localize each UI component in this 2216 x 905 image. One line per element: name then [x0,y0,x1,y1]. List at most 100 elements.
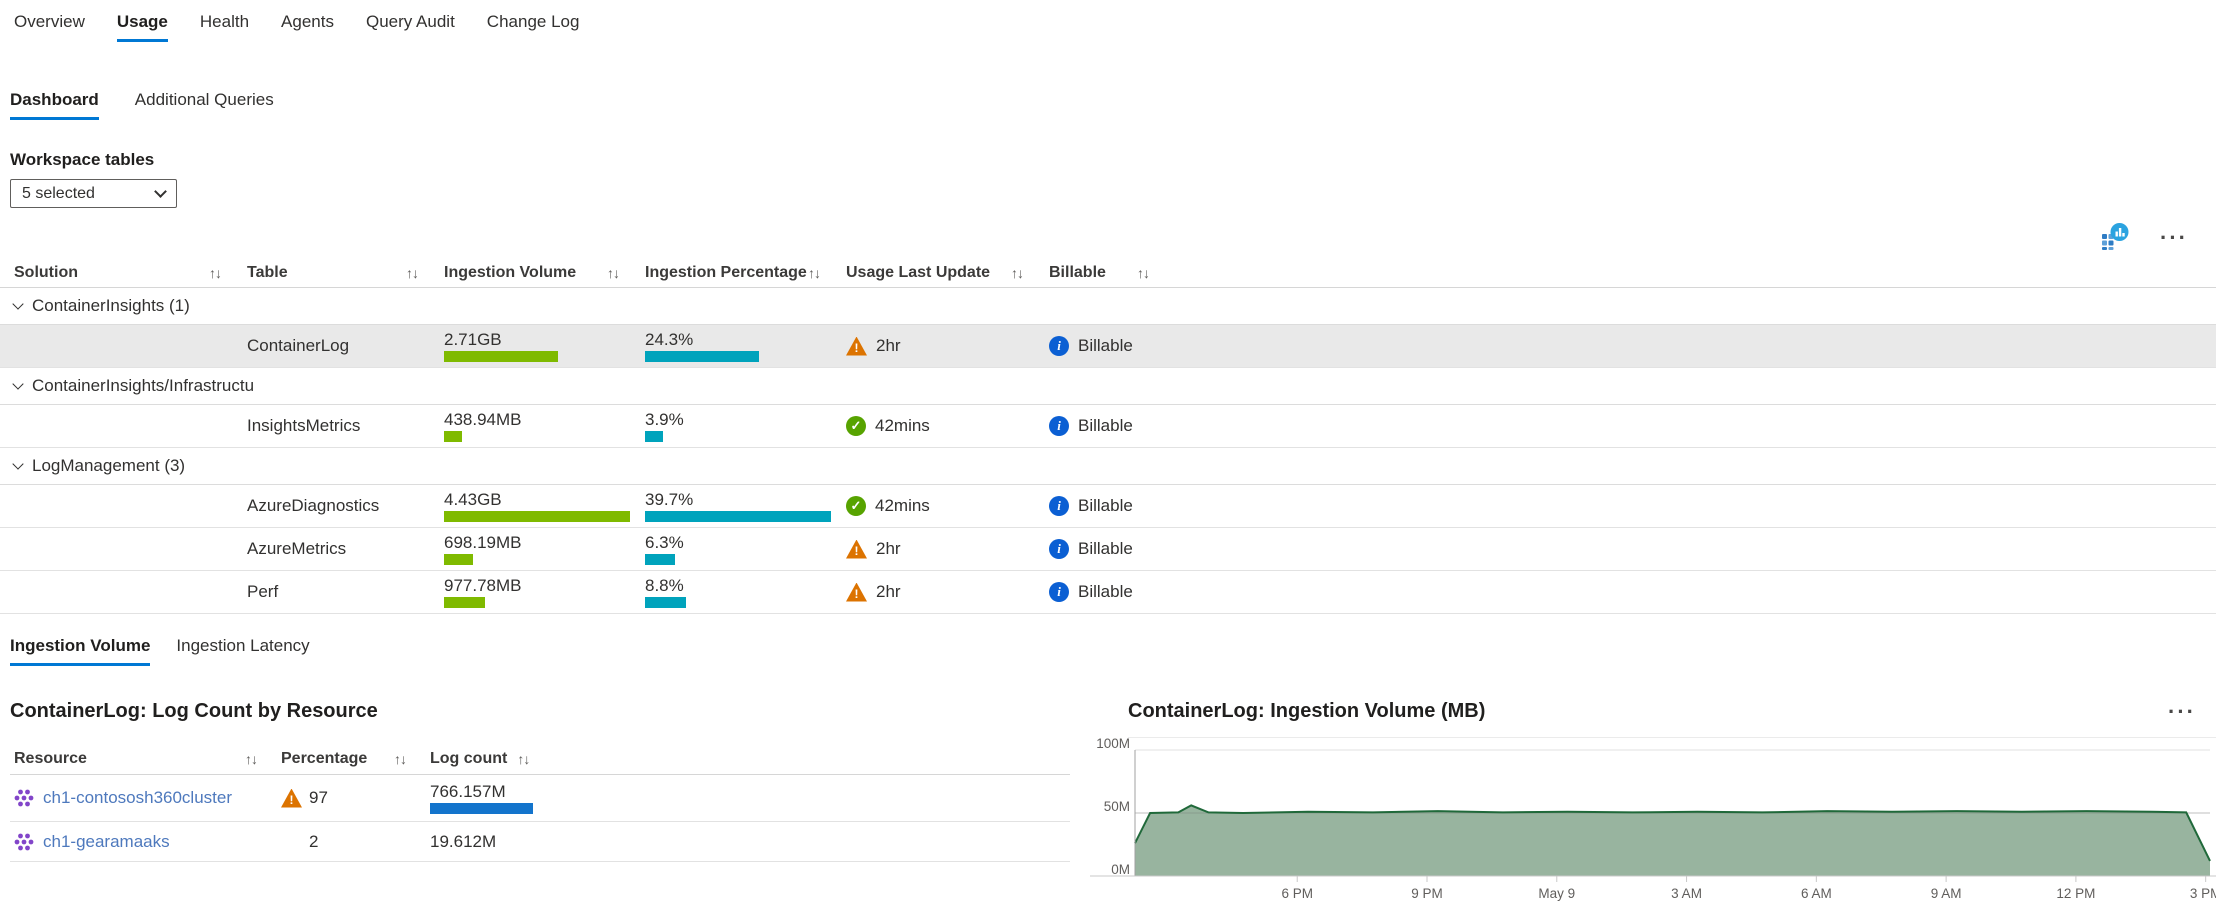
sub-tabs: Dashboard Additional Queries [0,90,2216,120]
group-row-containerinsights-infrastructu[interactable]: ContainerInsights/Infrastructu [0,368,2216,405]
table-name-cell: Perf [247,582,279,601]
log-count-bar [430,803,533,814]
usage-last-update-value: 42mins [875,416,930,435]
group-label: LogManagement (3) [32,456,186,475]
x-axis-label: 3 PM [2190,886,2216,901]
usage-last-update-value: 2hr [876,336,901,355]
resource-link[interactable]: ch1-gearamaaks [43,831,170,851]
column-header-ingestion-volume[interactable]: Ingestion Volume ↑↓ [444,264,645,282]
column-header-label: Table [247,263,288,281]
ingestion-percentage-value: 24.3% [645,330,694,349]
tab-ingestion-volume[interactable]: Ingestion Volume [10,636,151,666]
workspace-tables-dropdown[interactable]: 5 selected [10,179,177,208]
sort-icon: ↑↓ [808,264,821,281]
column-header-ingestion-percentage[interactable]: Ingestion Percentage ↑↓ [645,264,846,282]
more-options-button[interactable]: ··· [2160,225,2188,250]
billable-cell: i Billable [1049,582,1161,602]
sort-icon: ↑↓ [517,750,530,767]
ingestion-volume-bar [444,597,485,608]
workbook-chart-icon[interactable] [2100,221,2130,256]
usage-last-update-cell: ! 2hr [846,539,1049,559]
group-row-containerinsights-1-[interactable]: ContainerInsights (1) [0,288,2216,325]
ingestion-volume-value: 698.19MB [444,533,522,552]
workspace-tables-label: Workspace tables [10,150,155,169]
log-count-grid: Resource ↑↓ Percentage ↑↓ Log count ↑↓ ch1-con… [10,743,1070,862]
usage-by-table-grid: Solution ↑↓ Table ↑↓ Ingestion Volume ↑↓ Inges… [0,258,2216,614]
column-header-table[interactable]: Table ↑↓ [247,264,444,282]
ingestion-volume-cell: 4.43GB [444,490,645,522]
log-count-cell: 19.612M [430,832,1070,851]
usage-last-update-cell: ✓ 42mins [846,496,1049,516]
table-row[interactable]: ch1-gearamaaks 2 19.612M [10,822,1070,862]
column-header-label: Solution [14,263,78,281]
subtab-dashboard[interactable]: Dashboard [10,90,99,120]
column-header-label: Log count [430,749,508,767]
log-count-value: 19.612M [430,832,497,851]
tab-overview[interactable]: Overview [14,12,85,31]
table-row[interactable]: AzureMetrics 698.19MB 6.3%! 2hr i Billable [0,528,2216,571]
table-row[interactable]: ch1-contososh360cluster! 97 766.157M [10,775,1070,822]
ingestion-volume-cell: 438.94MB [444,410,645,442]
sort-icon: ↑↓ [245,750,258,767]
log-count-value: 766.157M [430,782,506,801]
ingestion-volume-value: 977.78MB [444,576,522,595]
usage-last-update-value: 42mins [875,496,930,515]
column-header-label: Ingestion Volume [444,263,577,281]
table-row[interactable]: InsightsMetrics 438.94MB 3.9% ✓ 42mins i Billa… [0,405,2216,448]
percentage-icon-slot: ! [281,788,302,808]
resource-cell: ch1-contososh360cluster [14,788,281,808]
ingestion-percentage-cell: 24.3% [645,330,846,362]
log-count-panel: ContainerLog: Log Count by Resource Reso… [0,700,1070,905]
tab-ingestion-latency[interactable]: Ingestion Latency [176,636,310,655]
chart-more-options-button[interactable]: ··· [2168,698,2196,724]
log-count-title: ContainerLog: Log Count by Resource [10,700,378,722]
column-header-label: Usage Last Update [846,263,991,281]
table-row[interactable]: ContainerLog 2.71GB 24.3%! 2hr i Billable [0,325,2216,368]
ingestion-tabs: Ingestion Volume Ingestion Latency [0,636,2216,666]
chart-title: ContainerLog: Ingestion Volume (MB) [1128,700,1486,722]
subtab-additional-queries[interactable]: Additional Queries [134,90,274,109]
column-header-label: Billable [1049,263,1106,281]
column-header-usage-last-update[interactable]: Usage Last Update ↑↓ [846,264,1049,282]
group-row-logmanagement-3-[interactable]: LogManagement (3) [0,448,2216,485]
resource-link[interactable]: ch1-contososh360cluster [43,788,233,807]
sort-icon: ↑↓ [1137,264,1150,281]
table-row[interactable]: AzureDiagnostics 4.43GB 39.7% ✓ 42mins i Billa… [0,485,2216,528]
area-series-fill [1135,805,2210,876]
billable-label: Billable [1078,582,1133,601]
info-billable-icon: i [1049,539,1069,559]
ingestion-volume-value: 4.43GB [444,490,502,509]
resource-cell: ch1-gearamaaks [14,832,281,852]
tab-query-audit[interactable]: Query Audit [365,12,455,31]
x-axis-label: 6 PM [1281,886,1313,901]
info-billable-icon: i [1049,336,1069,356]
sort-icon: ↑↓ [607,264,620,281]
column-header-resource[interactable]: Resource ↑↓ [14,750,281,768]
dropdown-selected-value: 5 selected [22,184,95,202]
chevron-down-icon [154,185,167,198]
column-header-log-count[interactable]: Log count ↑↓ [430,750,1070,768]
resource-grid-header: Resource ↑↓ Percentage ↑↓ Log count ↑↓ [10,743,1070,775]
billable-label: Billable [1078,336,1133,355]
column-header-percentage[interactable]: Percentage ↑↓ [281,750,430,768]
column-header-solution[interactable]: Solution ↑↓ [14,264,247,282]
grid-toolbar: ··· [0,222,2216,252]
billable-cell: i Billable [1049,496,1161,516]
tab-change-log[interactable]: Change Log [486,12,580,31]
table-name-cell: AzureDiagnostics [247,496,380,515]
usage-grid-header: Solution ↑↓ Table ↑↓ Ingestion Volume ↑↓ Inges… [0,258,2216,288]
y-axis-label: 100M [1096,738,1130,751]
warning-icon: ! [846,336,867,356]
sort-icon: ↑↓ [406,264,419,281]
tab-health[interactable]: Health [199,12,250,31]
tab-agents[interactable]: Agents [281,12,334,31]
log-count-cell: 766.157M [430,782,1070,814]
tab-usage[interactable]: Usage [116,12,168,42]
ingestion-volume-value: 2.71GB [444,330,502,349]
column-header-label: Percentage [281,749,368,767]
column-header-billable[interactable]: Billable ↑↓ [1049,264,1161,282]
warning-icon: ! [846,539,867,559]
ingestion-percentage-bar [645,511,831,522]
table-row[interactable]: Perf 977.78MB 8.8%! 2hr i Billable [0,571,2216,614]
